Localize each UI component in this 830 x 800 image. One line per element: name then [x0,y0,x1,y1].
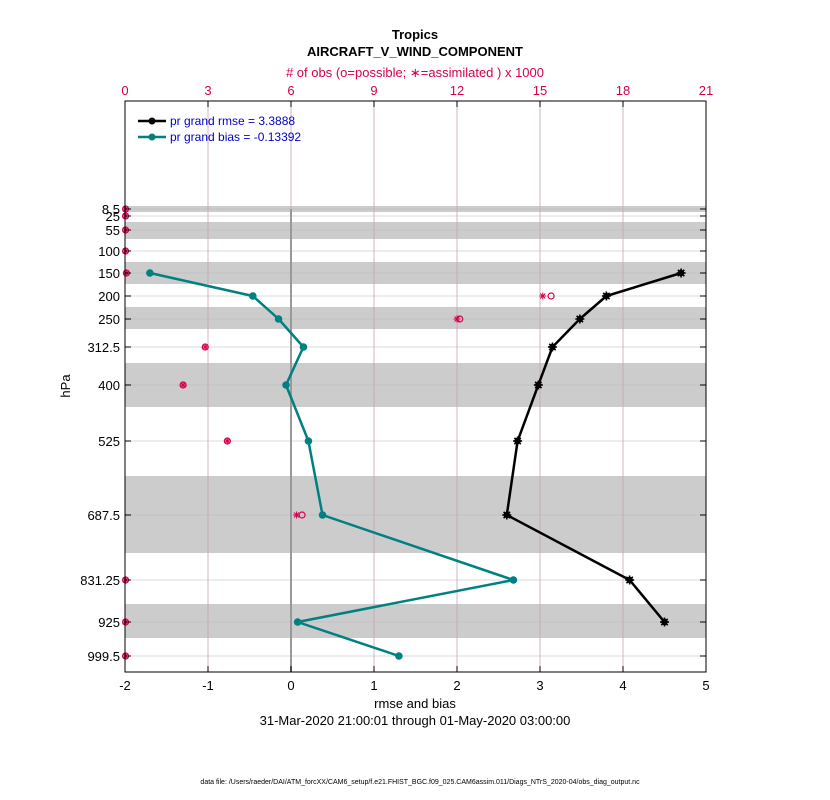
obs-assimilated-marker [453,315,461,323]
x-tick-label: 5 [702,678,709,693]
y-tick-label: 831.25 [80,573,120,588]
legend-rmse-marker [148,117,156,125]
legend-bias-label: pr grand bias = -0.13392 [170,130,301,144]
rmse-point-ray [602,292,611,300]
rmse-point [547,342,557,352]
bias-point [509,576,518,584]
obs-assimilated-marker [293,511,301,519]
top-x-tick-label: 21 [699,83,713,98]
y-tick-label: 150 [98,266,120,281]
top-x-tick-label: 15 [533,83,547,98]
y-tick-label: 250 [98,312,120,327]
level-band [125,476,706,553]
x-axis-label: rmse and bias [374,696,456,711]
x-tick-label: -2 [119,678,131,693]
series-group [146,268,686,660]
top-x-tick-label: 9 [370,83,377,98]
obs-asterisk-stroke [293,512,300,518]
level-band [125,307,706,329]
data-file-footnote: data file: /Users/raeder/DAI/ATM_forcXX/… [200,779,640,786]
rmse-point [676,268,686,278]
bias-point [304,437,313,445]
obs-asterisk-stroke [539,293,546,299]
rmse-point [575,314,585,324]
rmse-point-ray [534,381,543,389]
level-band [125,604,706,638]
rmse-point-ray [513,437,522,445]
chart-title: Tropics [392,27,438,42]
date-range: 31-Mar-2020 21:00:01 through 01-May-2020… [260,713,571,728]
y-tick-label: 312.5 [87,340,120,355]
obs-possible-marker [547,292,555,300]
x-tick-label: 3 [536,678,543,693]
y-tick-label: 25 [106,209,120,224]
obs-assimilated-marker [201,343,209,351]
top-x-tick-label: 18 [616,83,630,98]
obs-assimilated-marker [223,437,231,445]
axis-ticks: -2 -1 0 1 2 3 4 50 3 6 9 12 15 18 218.5255510015020025… [80,83,713,693]
rmse-point-ray [503,511,511,519]
rmse-point [513,436,523,446]
bias-point [299,343,308,351]
legend-bias-marker [148,133,156,141]
top-axis-label: # of obs (o=possible; ∗=assimilated ) x … [286,65,544,80]
x-tick-label: 0 [287,678,294,693]
bias-point [282,381,290,389]
rmse-point-ray [576,315,584,323]
y-tick-label: 687.5 [87,508,120,523]
x-tick-label: -1 [202,678,214,693]
legend: pr grand rmse = 3.3888 pr grand bias = -… [138,114,301,144]
rmse-point-ray [625,576,634,584]
bias-point [249,292,257,300]
bias-point [318,511,327,519]
plot-frame [124,100,707,673]
rmse-point-ray [677,269,685,277]
bias-point [293,618,302,626]
y-tick-label: 999.5 [87,649,120,664]
x-tick-label: 4 [619,678,626,693]
rmse-point [625,575,635,585]
chart-subtitle: AIRCRAFT_V_WIND_COMPONENT [307,44,523,59]
top-x-tick-label: 6 [287,83,294,98]
rmse-point [601,291,611,301]
top-x-tick-label: 12 [450,83,464,98]
rmse-point-ray [660,618,669,626]
rmse-point [660,617,669,627]
rmse-point [533,380,543,390]
rmse-point [502,510,512,520]
top-x-tick-label: 0 [121,83,128,98]
obs-asterisk-stroke [180,382,186,388]
bias-point [146,269,154,277]
y-tick-label: 400 [98,378,120,393]
top-x-tick-label: 3 [204,83,211,98]
y-tick-label: 925 [98,615,120,630]
obs-asterisk-stroke [454,316,460,322]
y-tick-label: 200 [98,289,120,304]
level-band [125,222,706,239]
y-tick-label: 8.5 [102,202,120,217]
obs-assimilated-marker [539,292,547,300]
rmse-point-ray [548,343,557,351]
y-tick-label: 100 [98,244,120,259]
x-tick-label: 1 [370,678,377,693]
obs-assimilated-marker [179,381,187,389]
obs-asterisk-stroke [224,438,231,444]
obs-asterisk-stroke [202,344,209,350]
y-tick-label: 525 [98,434,120,449]
x-tick-label: 2 [453,678,460,693]
y-tick-label: 55 [106,223,120,238]
y-axis-label: hPa [58,374,73,398]
bias-point [274,315,283,323]
bias-point [395,652,403,660]
bias-line [149,271,515,658]
legend-rmse-label: pr grand rmse = 3.3888 [170,114,295,128]
